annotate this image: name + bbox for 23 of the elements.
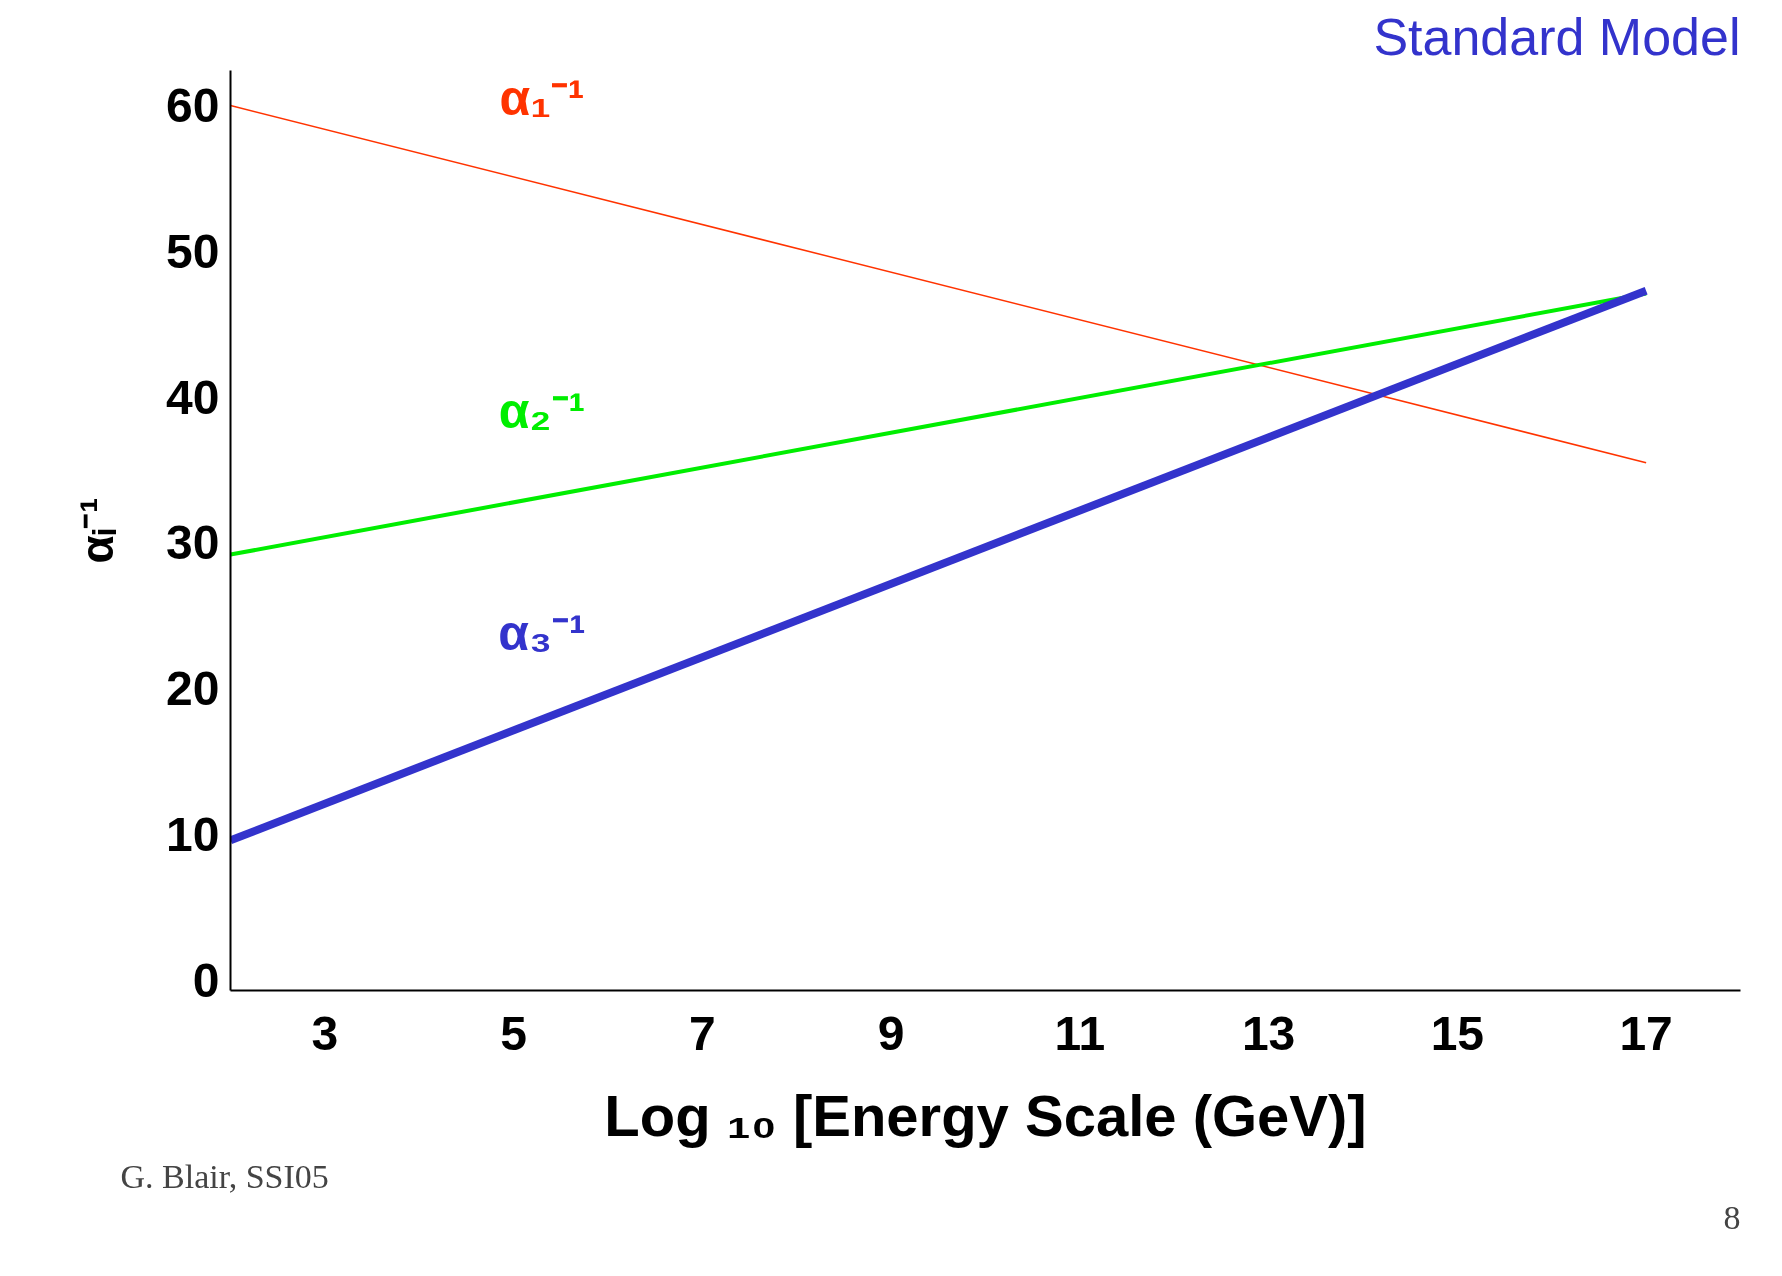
x-tick-label: 7 <box>689 1006 716 1060</box>
x-axis-title: Log ₁₀ [Energy Scale (GeV)] <box>604 1082 1367 1148</box>
chart-title: Standard Model <box>1373 7 1741 66</box>
y-tick-label: 20 <box>166 662 220 716</box>
x-tick-label: 3 <box>311 1006 339 1060</box>
x-tick-label: 17 <box>1619 1006 1673 1060</box>
y-tick-label: 40 <box>166 370 220 424</box>
y-tick-label: 0 <box>192 953 220 1007</box>
y-tick-label: 10 <box>166 807 220 861</box>
series-label: α₂⁻¹ <box>498 382 586 439</box>
y-axis-title: αᵢ⁻¹ <box>71 497 124 564</box>
x-tick-label: 5 <box>500 1006 527 1060</box>
text: 8 <box>1723 1198 1741 1236</box>
x-tick-label: 11 <box>1054 1006 1106 1060</box>
y-tick-label: 50 <box>166 224 220 278</box>
x-tick-label: 13 <box>1241 1006 1296 1060</box>
x-tick-label: 15 <box>1430 1006 1485 1060</box>
x-tick-label: 9 <box>877 1006 905 1060</box>
text: G. Blair, SSI05 <box>120 1157 329 1195</box>
series-label: α₃⁻¹ <box>498 605 586 662</box>
y-tick-label: 60 <box>166 78 220 132</box>
y-tick-label: 30 <box>166 516 220 570</box>
series-label: α₁⁻¹ <box>499 69 585 126</box>
